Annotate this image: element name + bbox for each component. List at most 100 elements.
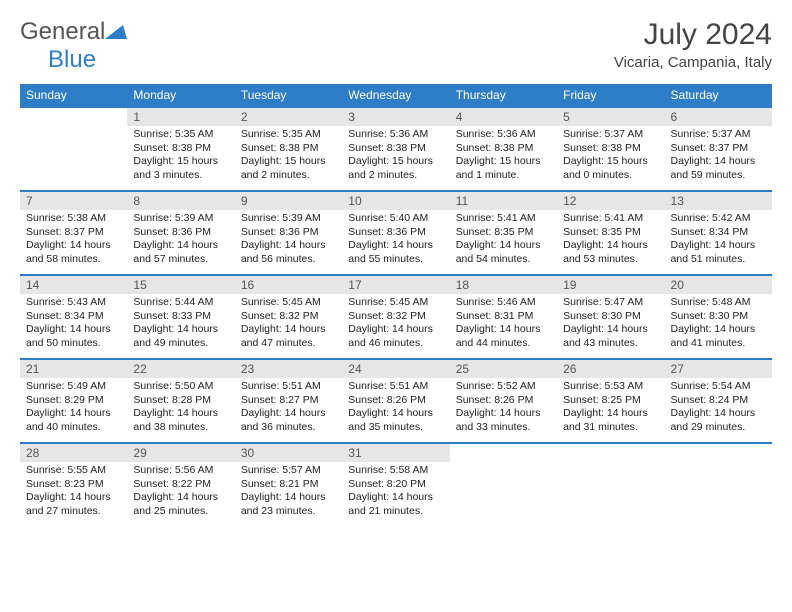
calendar-day-cell: 29Sunrise: 5:56 AMSunset: 8:22 PMDayligh… — [127, 443, 234, 527]
daylight-line: Daylight: 14 hours and 27 minutes. — [26, 491, 121, 518]
sunrise-line: Sunrise: 5:43 AM — [26, 296, 121, 310]
sunrise-line: Sunrise: 5:53 AM — [563, 380, 658, 394]
daylight-line: Daylight: 14 hours and 50 minutes. — [26, 323, 121, 350]
day-info: Sunrise: 5:55 AMSunset: 8:23 PMDaylight:… — [20, 462, 127, 521]
calendar-day-cell: 31Sunrise: 5:58 AMSunset: 8:20 PMDayligh… — [342, 443, 449, 527]
sunset-line: Sunset: 8:36 PM — [133, 226, 228, 240]
day-info: Sunrise: 5:47 AMSunset: 8:30 PMDaylight:… — [557, 294, 664, 353]
daylight-line: Daylight: 14 hours and 55 minutes. — [348, 239, 443, 266]
daylight-line: Daylight: 14 hours and 58 minutes. — [26, 239, 121, 266]
sunset-line: Sunset: 8:35 PM — [456, 226, 551, 240]
daylight-line: Daylight: 14 hours and 54 minutes. — [456, 239, 551, 266]
sunrise-line: Sunrise: 5:52 AM — [456, 380, 551, 394]
day-info: Sunrise: 5:41 AMSunset: 8:35 PMDaylight:… — [557, 210, 664, 269]
sunrise-line: Sunrise: 5:48 AM — [671, 296, 766, 310]
sunrise-line: Sunrise: 5:50 AM — [133, 380, 228, 394]
calendar-day-cell: 20Sunrise: 5:48 AMSunset: 8:30 PMDayligh… — [665, 275, 772, 359]
sunrise-line: Sunrise: 5:39 AM — [133, 212, 228, 226]
daylight-line: Daylight: 14 hours and 35 minutes. — [348, 407, 443, 434]
day-info: Sunrise: 5:57 AMSunset: 8:21 PMDaylight:… — [235, 462, 342, 521]
day-number: 18 — [450, 276, 557, 294]
daylight-line: Daylight: 14 hours and 41 minutes. — [671, 323, 766, 350]
sunrise-line: Sunrise: 5:57 AM — [241, 464, 336, 478]
day-number: 8 — [127, 192, 234, 210]
calendar-day-cell: 19Sunrise: 5:47 AMSunset: 8:30 PMDayligh… — [557, 275, 664, 359]
day-number: 4 — [450, 108, 557, 126]
title-block: July 2024 Vicaria, Campania, Italy — [614, 18, 772, 71]
sunrise-line: Sunrise: 5:37 AM — [563, 128, 658, 142]
daylight-line: Daylight: 15 hours and 2 minutes. — [348, 155, 443, 182]
calendar-week-row: 7Sunrise: 5:38 AMSunset: 8:37 PMDaylight… — [20, 191, 772, 275]
day-number: 21 — [20, 360, 127, 378]
calendar-day-cell: 9Sunrise: 5:39 AMSunset: 8:36 PMDaylight… — [235, 191, 342, 275]
day-info: Sunrise: 5:41 AMSunset: 8:35 PMDaylight:… — [450, 210, 557, 269]
calendar-day-cell: 16Sunrise: 5:45 AMSunset: 8:32 PMDayligh… — [235, 275, 342, 359]
calendar-day-cell: 17Sunrise: 5:45 AMSunset: 8:32 PMDayligh… — [342, 275, 449, 359]
day-info: Sunrise: 5:58 AMSunset: 8:20 PMDaylight:… — [342, 462, 449, 521]
sunset-line: Sunset: 8:30 PM — [563, 310, 658, 324]
daylight-line: Daylight: 14 hours and 21 minutes. — [348, 491, 443, 518]
day-number: 27 — [665, 360, 772, 378]
weekday-header: Monday — [127, 84, 234, 107]
daylight-line: Daylight: 14 hours and 33 minutes. — [456, 407, 551, 434]
weekday-header-row: SundayMondayTuesdayWednesdayThursdayFrid… — [20, 84, 772, 107]
day-number: 12 — [557, 192, 664, 210]
location-subtitle: Vicaria, Campania, Italy — [614, 54, 772, 71]
sunset-line: Sunset: 8:37 PM — [671, 142, 766, 156]
day-number: 6 — [665, 108, 772, 126]
daylight-line: Daylight: 15 hours and 1 minute. — [456, 155, 551, 182]
sunset-line: Sunset: 8:35 PM — [563, 226, 658, 240]
day-info: Sunrise: 5:43 AMSunset: 8:34 PMDaylight:… — [20, 294, 127, 353]
daylight-line: Daylight: 14 hours and 59 minutes. — [671, 155, 766, 182]
sunrise-line: Sunrise: 5:45 AM — [241, 296, 336, 310]
sunrise-line: Sunrise: 5:55 AM — [26, 464, 121, 478]
sunset-line: Sunset: 8:36 PM — [348, 226, 443, 240]
day-number: 19 — [557, 276, 664, 294]
daylight-line: Daylight: 14 hours and 57 minutes. — [133, 239, 228, 266]
calendar-day-cell: 5Sunrise: 5:37 AMSunset: 8:38 PMDaylight… — [557, 107, 664, 191]
calendar-day-cell: 13Sunrise: 5:42 AMSunset: 8:34 PMDayligh… — [665, 191, 772, 275]
daylight-line: Daylight: 15 hours and 0 minutes. — [563, 155, 658, 182]
sunset-line: Sunset: 8:38 PM — [348, 142, 443, 156]
calendar-day-cell: 30Sunrise: 5:57 AMSunset: 8:21 PMDayligh… — [235, 443, 342, 527]
weekday-header: Thursday — [450, 84, 557, 107]
day-info: Sunrise: 5:39 AMSunset: 8:36 PMDaylight:… — [127, 210, 234, 269]
weekday-header: Saturday — [665, 84, 772, 107]
sunrise-line: Sunrise: 5:39 AM — [241, 212, 336, 226]
sunrise-line: Sunrise: 5:51 AM — [241, 380, 336, 394]
day-number: 13 — [665, 192, 772, 210]
day-info: Sunrise: 5:54 AMSunset: 8:24 PMDaylight:… — [665, 378, 772, 437]
sunset-line: Sunset: 8:20 PM — [348, 478, 443, 492]
brand-name-a: General — [20, 18, 105, 45]
daylight-line: Daylight: 14 hours and 46 minutes. — [348, 323, 443, 350]
sunset-line: Sunset: 8:33 PM — [133, 310, 228, 324]
sunset-line: Sunset: 8:31 PM — [456, 310, 551, 324]
sunset-line: Sunset: 8:32 PM — [241, 310, 336, 324]
day-number: 9 — [235, 192, 342, 210]
calendar-day-cell: 28Sunrise: 5:55 AMSunset: 8:23 PMDayligh… — [20, 443, 127, 527]
daylight-line: Daylight: 14 hours and 36 minutes. — [241, 407, 336, 434]
daylight-line: Daylight: 14 hours and 44 minutes. — [456, 323, 551, 350]
weekday-header: Sunday — [20, 84, 127, 107]
calendar-empty-cell — [20, 107, 127, 191]
calendar-day-cell: 26Sunrise: 5:53 AMSunset: 8:25 PMDayligh… — [557, 359, 664, 443]
sunrise-line: Sunrise: 5:42 AM — [671, 212, 766, 226]
calendar-day-cell: 27Sunrise: 5:54 AMSunset: 8:24 PMDayligh… — [665, 359, 772, 443]
day-number: 26 — [557, 360, 664, 378]
day-info: Sunrise: 5:45 AMSunset: 8:32 PMDaylight:… — [342, 294, 449, 353]
day-number: 28 — [20, 444, 127, 462]
calendar-day-cell: 4Sunrise: 5:36 AMSunset: 8:38 PMDaylight… — [450, 107, 557, 191]
daylight-line: Daylight: 14 hours and 49 minutes. — [133, 323, 228, 350]
day-info: Sunrise: 5:42 AMSunset: 8:34 PMDaylight:… — [665, 210, 772, 269]
day-number: 24 — [342, 360, 449, 378]
day-number: 3 — [342, 108, 449, 126]
sunset-line: Sunset: 8:38 PM — [133, 142, 228, 156]
sunset-line: Sunset: 8:38 PM — [241, 142, 336, 156]
day-info: Sunrise: 5:53 AMSunset: 8:25 PMDaylight:… — [557, 378, 664, 437]
daylight-line: Daylight: 14 hours and 31 minutes. — [563, 407, 658, 434]
sunset-line: Sunset: 8:23 PM — [26, 478, 121, 492]
sunset-line: Sunset: 8:26 PM — [348, 394, 443, 408]
day-number: 17 — [342, 276, 449, 294]
daylight-line: Daylight: 14 hours and 23 minutes. — [241, 491, 336, 518]
calendar-empty-cell — [665, 443, 772, 527]
